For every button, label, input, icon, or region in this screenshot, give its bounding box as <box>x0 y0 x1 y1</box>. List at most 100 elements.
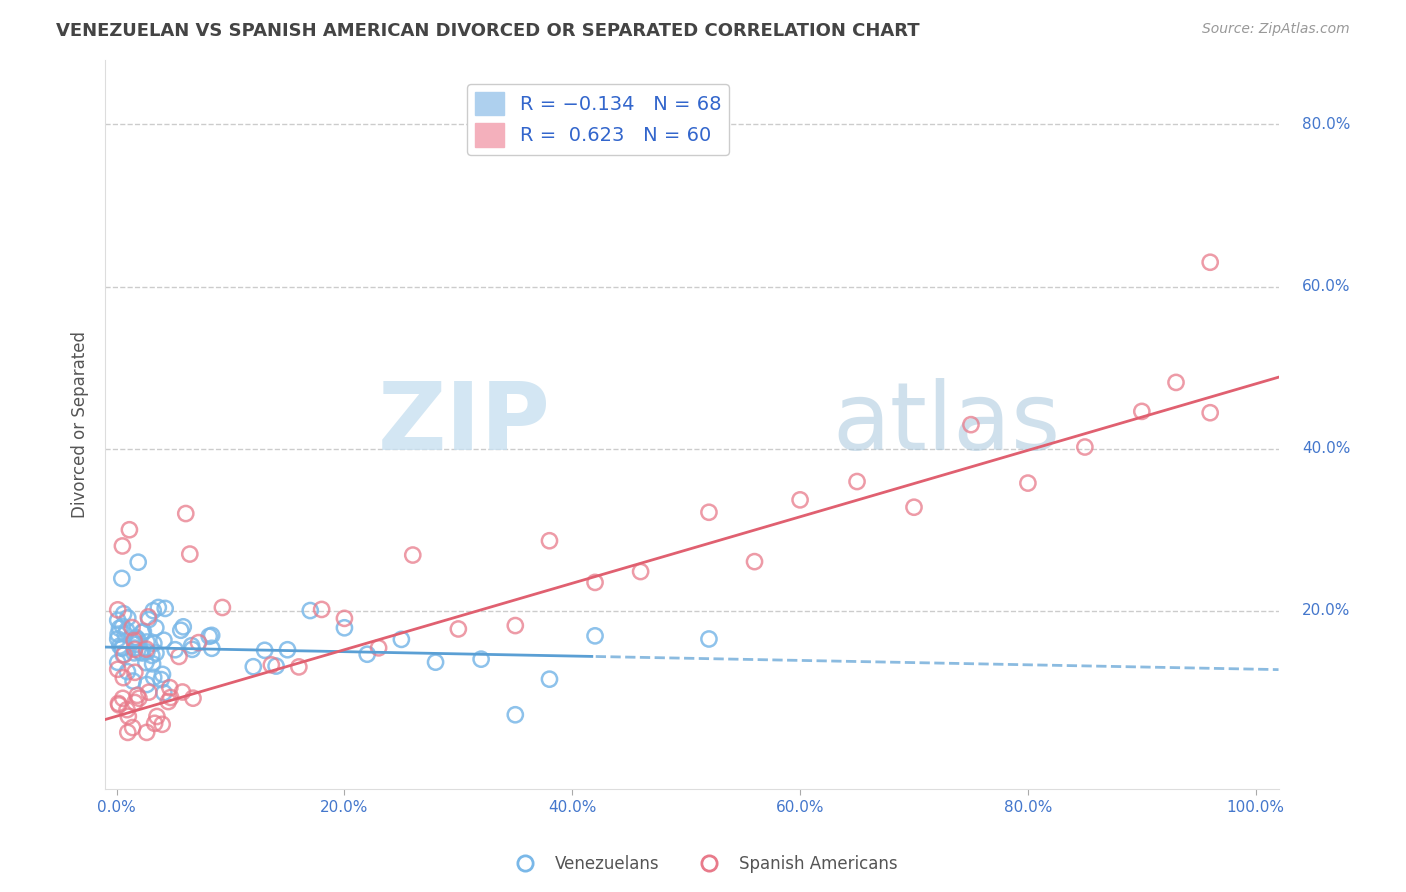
Point <box>135 645 157 659</box>
Point <box>107 613 129 627</box>
Point <box>170 624 193 638</box>
Point <box>135 725 157 739</box>
Point <box>145 646 167 660</box>
Point <box>127 555 149 569</box>
Point <box>122 674 145 689</box>
Legend: Venezuelans, Spanish Americans: Venezuelans, Spanish Americans <box>502 848 904 880</box>
Point <box>425 655 447 669</box>
Point <box>1074 440 1097 454</box>
Point <box>117 725 139 739</box>
Point <box>150 717 173 731</box>
Point <box>153 633 176 648</box>
Point <box>697 632 720 646</box>
Point <box>131 646 153 660</box>
Point <box>172 685 194 699</box>
Point <box>174 507 197 521</box>
Point <box>470 652 492 666</box>
Point <box>112 648 135 662</box>
Point <box>127 689 149 703</box>
Point <box>142 604 165 618</box>
Point <box>903 500 925 515</box>
Point <box>136 635 159 649</box>
Point <box>107 627 129 641</box>
Point <box>299 603 322 617</box>
Point <box>1199 255 1222 269</box>
Point <box>180 639 202 653</box>
Point <box>135 642 157 657</box>
Point <box>198 629 221 643</box>
Point <box>153 686 176 700</box>
Point <box>311 602 333 616</box>
Point <box>505 707 527 722</box>
Point <box>389 632 412 647</box>
Legend: R = −0.134   N = 68, R =  0.623   N = 60: R = −0.134 N = 68, R = 0.623 N = 60 <box>467 84 728 154</box>
Point <box>264 659 287 673</box>
Point <box>122 633 145 648</box>
Point <box>181 642 204 657</box>
Point <box>138 685 160 699</box>
Point <box>148 600 170 615</box>
Point <box>111 539 134 553</box>
Text: Source: ZipAtlas.com: Source: ZipAtlas.com <box>1202 22 1350 37</box>
Point <box>111 691 134 706</box>
Text: 60.0%: 60.0% <box>1302 279 1351 294</box>
Y-axis label: Divorced or Separated: Divorced or Separated <box>72 331 89 518</box>
Point <box>107 603 129 617</box>
Point <box>115 624 138 638</box>
Point <box>505 618 527 632</box>
Point <box>367 640 389 655</box>
Point <box>583 575 606 590</box>
Point <box>117 665 139 679</box>
Point <box>112 607 135 621</box>
Point <box>131 625 153 640</box>
Point <box>124 665 146 680</box>
Point <box>152 667 174 681</box>
Point <box>402 548 425 562</box>
Point <box>253 643 276 657</box>
Point <box>124 632 146 646</box>
Point <box>846 475 869 489</box>
Point <box>187 635 209 649</box>
Point <box>135 677 157 691</box>
Text: 40.0%: 40.0% <box>1302 442 1350 456</box>
Point <box>111 619 134 633</box>
Point <box>172 620 194 634</box>
Point <box>142 670 165 684</box>
Point <box>111 571 134 585</box>
Point <box>181 691 204 706</box>
Point <box>121 621 143 635</box>
Text: ZIP: ZIP <box>378 378 551 470</box>
Point <box>129 645 152 659</box>
Point <box>127 632 149 647</box>
Text: atlas: atlas <box>832 378 1062 470</box>
Point <box>107 662 129 676</box>
Point <box>124 641 146 656</box>
Point <box>107 656 129 670</box>
Point <box>447 622 470 636</box>
Point <box>124 696 146 710</box>
Point <box>143 716 166 731</box>
Point <box>157 695 180 709</box>
Point <box>145 621 167 635</box>
Point <box>142 657 165 671</box>
Point <box>583 629 606 643</box>
Point <box>960 417 983 432</box>
Point <box>107 697 129 711</box>
Point <box>141 648 163 663</box>
Point <box>1164 376 1187 390</box>
Point <box>333 611 356 625</box>
Point <box>112 648 135 662</box>
Point <box>211 600 233 615</box>
Point <box>242 659 264 673</box>
Point <box>333 621 356 635</box>
Point <box>138 613 160 627</box>
Point <box>288 660 311 674</box>
Point <box>1199 406 1222 420</box>
Text: VENEZUELAN VS SPANISH AMERICAN DIVORCED OR SEPARATED CORRELATION CHART: VENEZUELAN VS SPANISH AMERICAN DIVORCED … <box>56 22 920 40</box>
Point <box>107 632 129 646</box>
Point <box>153 601 176 615</box>
Point <box>1130 404 1153 418</box>
Point <box>167 649 190 664</box>
Point <box>260 657 283 672</box>
Point <box>124 642 146 657</box>
